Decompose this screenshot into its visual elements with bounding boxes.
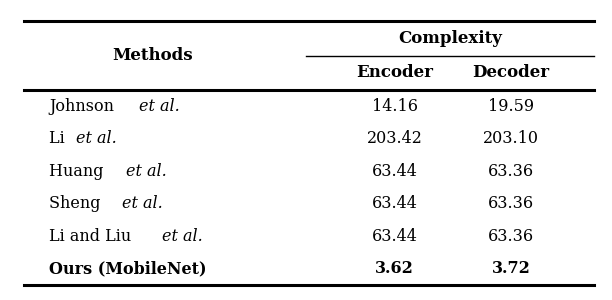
Text: Complexity: Complexity [398, 30, 502, 47]
Text: Encoder: Encoder [356, 64, 433, 81]
Text: 63.44: 63.44 [372, 163, 417, 180]
Text: 3.62: 3.62 [375, 260, 414, 277]
Text: et al.: et al. [76, 130, 117, 147]
Text: 63.36: 63.36 [488, 228, 534, 245]
Text: 63.36: 63.36 [488, 195, 534, 212]
Text: Sheng: Sheng [49, 195, 106, 212]
Text: Methods: Methods [113, 47, 193, 64]
Text: et al.: et al. [122, 195, 163, 212]
Text: 14.16: 14.16 [371, 98, 418, 115]
Text: Li and Liu: Li and Liu [49, 228, 136, 245]
Text: 203.10: 203.10 [483, 130, 539, 147]
Text: Ours (MobileNet): Ours (MobileNet) [49, 260, 206, 277]
Text: et al.: et al. [140, 98, 180, 115]
Text: et al.: et al. [126, 163, 166, 180]
Text: 3.72: 3.72 [491, 260, 531, 277]
Text: et al.: et al. [162, 228, 203, 245]
Text: 19.59: 19.59 [488, 98, 534, 115]
Text: Huang: Huang [49, 163, 108, 180]
Text: 63.44: 63.44 [372, 228, 417, 245]
Text: Decoder: Decoder [472, 64, 550, 81]
Text: 63.36: 63.36 [488, 163, 534, 180]
Text: Johnson: Johnson [49, 98, 119, 115]
Text: Li: Li [49, 130, 70, 147]
Text: 203.42: 203.42 [367, 130, 423, 147]
Text: 63.44: 63.44 [372, 195, 417, 212]
